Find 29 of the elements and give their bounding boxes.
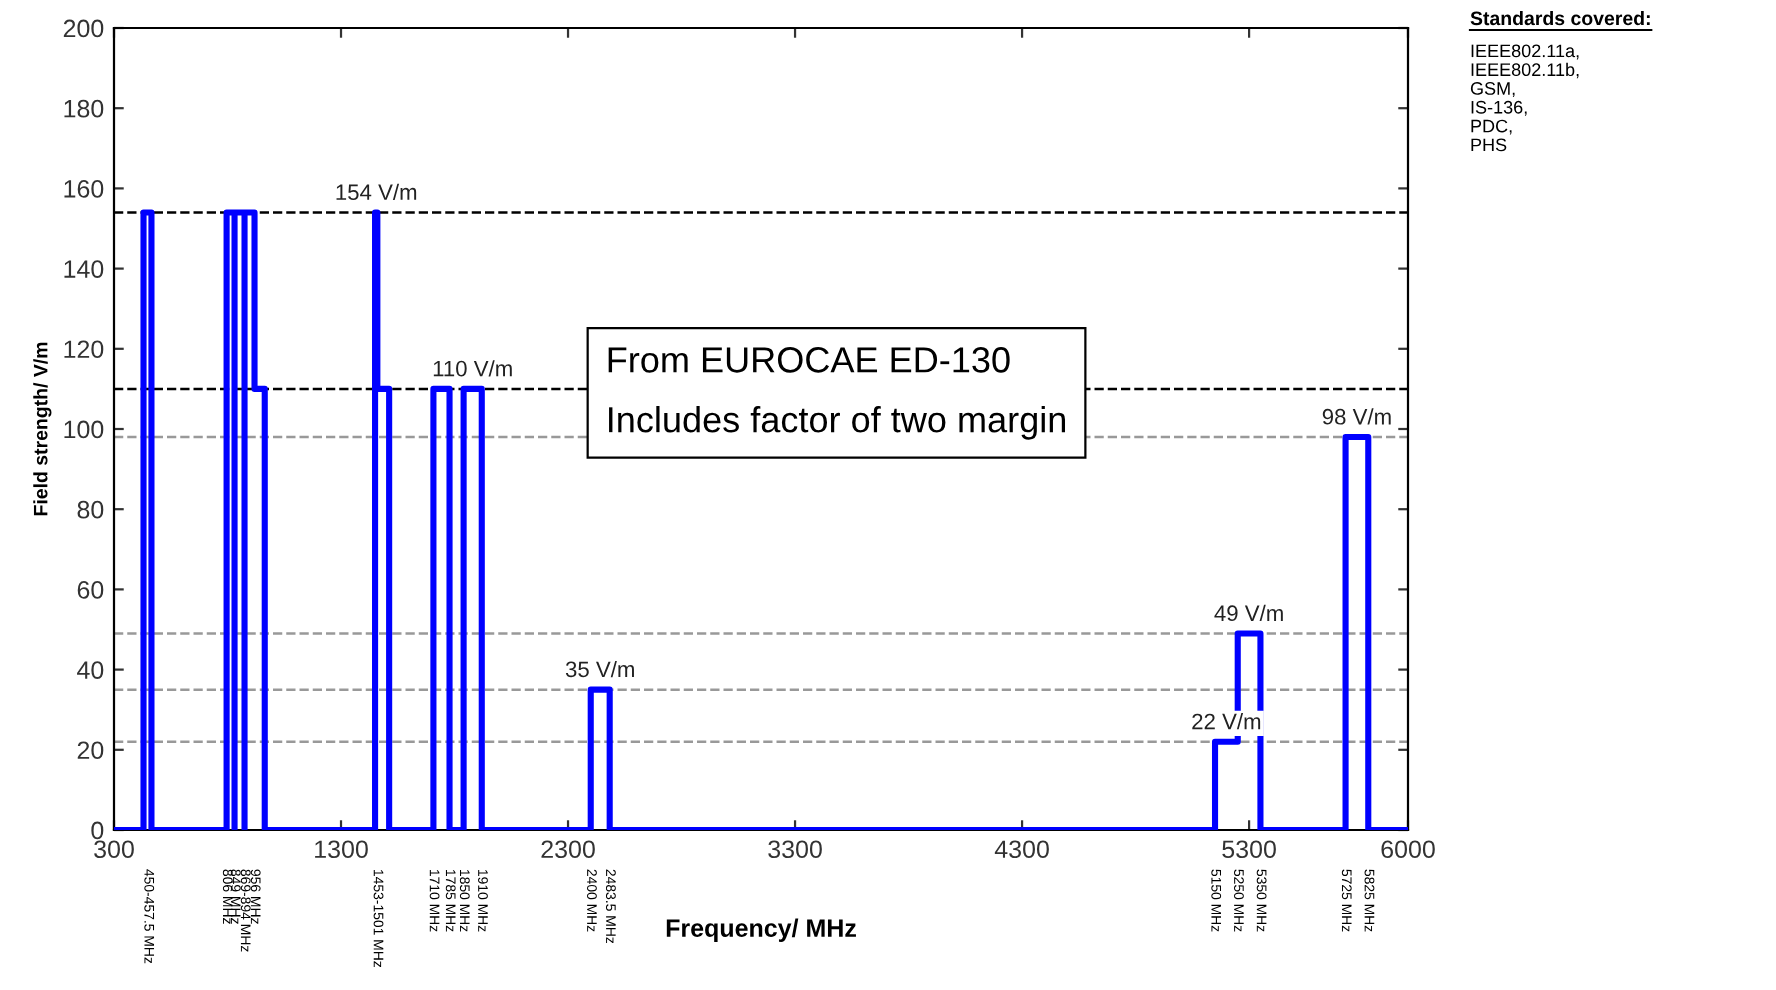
y-axis-title: Field strength/ V/m <box>33 342 52 516</box>
ref-line-label: 154 V/m <box>336 183 417 201</box>
x-tick-label: 4300 <box>994 840 1049 859</box>
y-tick-label: 160 <box>64 180 104 198</box>
x-tick-label: 1300 <box>315 840 368 859</box>
y-tick-label: 200 <box>63 19 104 38</box>
y-tick-label: 60 <box>77 581 104 599</box>
x-tick-label: 3300 <box>768 840 822 859</box>
y-tick-label: 80 <box>77 500 104 519</box>
text: Standards covered: <box>1470 10 1650 26</box>
ref-line-label: 110 V/m <box>433 360 512 377</box>
y-tick-label: 140 <box>64 260 104 278</box>
text: IEEE802.11a, IEEE802.11b, GSM, IS-136, PDC, PHS <box>1470 44 1579 152</box>
ref-line-label: 22 V/m <box>1192 713 1261 730</box>
y-tick-label: 100 <box>64 420 104 439</box>
ref-line-label: 49 V/m <box>1214 604 1283 622</box>
x-tick-label: 5300 <box>1222 840 1276 859</box>
x-tick-label: 300 <box>94 840 134 859</box>
ref-line-label: 35 V/m <box>565 660 634 678</box>
ref-line-label: 98 V/m <box>1322 408 1391 425</box>
y-tick-label: 180 <box>64 99 104 118</box>
y-tick-label: 0 <box>91 821 104 840</box>
annotation: From EUROCAE ED-130 Includes factor of two margin <box>608 347 1066 440</box>
y-tick-label: 20 <box>77 741 104 760</box>
y-tick-label: 120 <box>64 340 104 359</box>
x-axis-title: Frequency/ MHz <box>666 918 856 942</box>
x-tick-label: 2300 <box>541 840 595 859</box>
y-tick-label: 40 <box>77 661 104 679</box>
x-tick-label: 6000 <box>1381 840 1435 859</box>
